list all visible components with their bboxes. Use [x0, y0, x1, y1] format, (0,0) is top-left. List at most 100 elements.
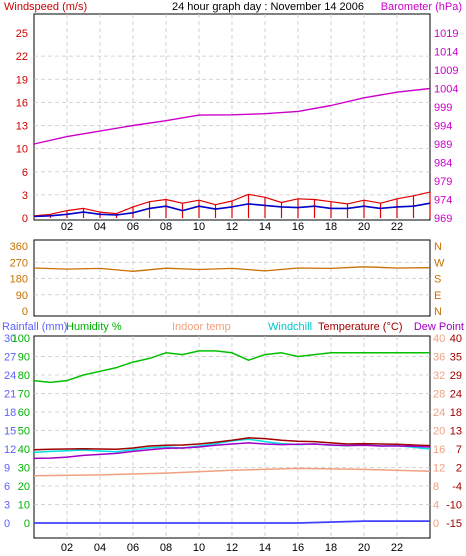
indoor-temp-tick-label: 12 [433, 463, 445, 475]
humidity-tick-label: 0 [24, 518, 30, 530]
humidity-tick-label: 40 [18, 444, 30, 456]
rainfall-tick-label: 6 [4, 481, 10, 493]
temperature-tick-label: -15 [446, 518, 462, 530]
windspeed-tick-label: 3 [22, 190, 28, 202]
indoor-temp-tick-label: 0 [433, 518, 439, 530]
x-tick-label: 16 [292, 221, 304, 233]
wind-panel-title: 24 hour graph day : November 14 2006 [172, 1, 364, 13]
indoor-temp-tick-label: 8 [433, 481, 439, 493]
humidity-tick-label: 100 [12, 333, 30, 345]
x-tick-label: 06 [127, 542, 139, 554]
windspeed-tick-label: 10 [16, 144, 28, 156]
direction-degree-label: 270 [10, 257, 28, 269]
humidity-tick-label: 10 [18, 500, 30, 512]
temperature-tick-label: -4 [452, 481, 462, 493]
humidity-tick-label: 70 [18, 389, 30, 401]
x-tick-label: 14 [259, 221, 271, 233]
indoor-temp-tick-label: 16 [433, 444, 445, 456]
humidity-tick-label: 30 [18, 463, 30, 475]
x-tick-label: 02 [61, 221, 73, 233]
barometer-axis-label: Barometer (hPa) [381, 1, 462, 13]
barometer-tick-label: 1019 [434, 28, 458, 40]
temperature-tick-label: 24 [450, 389, 462, 401]
x-tick-label: 10 [193, 221, 205, 233]
x-tick-label: 12 [226, 542, 238, 554]
direction-compass-label: S [434, 274, 441, 286]
x-tick-label: 18 [325, 542, 337, 554]
x-tick-label: 20 [358, 221, 370, 233]
humidity-tick-label: 90 [18, 352, 30, 364]
dew-point-label: Dew Point [414, 321, 464, 333]
temperature-tick-label: -10 [446, 500, 462, 512]
indoor-temp-line [33, 467, 431, 477]
windspeed-tick-label: 16 [16, 97, 28, 109]
humidity-axis-label: Humidity % [66, 321, 122, 333]
indoor-temp-label: Indoor temp [172, 321, 231, 333]
direction-degree-label: 180 [10, 274, 28, 286]
indoor-temp-tick-label: 36 [433, 352, 445, 364]
barometer-tick-label: 1009 [434, 65, 458, 77]
x-tick-label: 22 [391, 542, 403, 554]
rainfall-tick-label: 15 [4, 426, 16, 438]
dew-point-line [33, 442, 431, 460]
direction-degree-label: 0 [22, 306, 28, 318]
temperature-tick-label: 18 [450, 407, 462, 419]
barometer-line [33, 87, 431, 145]
x-tick-label: 16 [292, 542, 304, 554]
barometer-tick-label: 1014 [434, 47, 458, 59]
barometer-tick-label: 994 [434, 121, 452, 133]
indoor-temp-tick-label: 20 [433, 426, 445, 438]
temperature-tick-label: 2 [456, 463, 462, 475]
direction-compass-label: N [434, 241, 442, 253]
windspeed-average-line [33, 202, 431, 218]
windspeed-tick-label: 19 [16, 74, 28, 86]
rainfall-tick-label: 24 [4, 370, 16, 382]
x-tick-label: 12 [226, 221, 238, 233]
humidity-tick-label: 80 [18, 370, 30, 382]
x-tick-label: 08 [160, 221, 172, 233]
barometer-tick-label: 1004 [434, 84, 458, 96]
temperature-tick-label: 29 [450, 370, 462, 382]
x-tick-label: 14 [259, 542, 271, 554]
windspeed-axis-label: Windspeed (m/s) [4, 1, 87, 13]
rainfall-tick-label: 18 [4, 407, 16, 419]
x-tick-label: 06 [127, 221, 139, 233]
indoor-temp-tick-label: 40 [433, 333, 445, 345]
temperature-tick-label: 13 [450, 426, 462, 438]
temperature-tick-label: 40 [450, 333, 462, 345]
direction-degree-label: 360 [10, 241, 28, 253]
rainfall-line [34, 520, 430, 524]
humidity-line [33, 350, 430, 384]
indoor-temp-tick-label: 32 [433, 370, 445, 382]
x-tick-label: 18 [325, 221, 337, 233]
rainfall-axis-label: Rainfall (mm) [2, 321, 67, 333]
barometer-tick-label: 999 [434, 102, 452, 114]
barometer-tick-label: 969 [434, 213, 452, 225]
direction-compass-label: E [434, 290, 441, 302]
windspeed-tick-label: 13 [16, 121, 28, 133]
direction-degree-label: 90 [16, 290, 28, 302]
indoor-temp-tick-label: 24 [433, 407, 445, 419]
wind-direction-line [33, 266, 431, 272]
windchill-label: Windchill [268, 321, 312, 333]
rainfall-tick-label: 9 [4, 463, 10, 475]
windspeed-line [33, 191, 431, 217]
direction-compass-label: W [434, 257, 445, 269]
rainfall-tick-label: 3 [4, 500, 10, 512]
rainfall-tick-label: 27 [4, 352, 16, 364]
indoor-temp-tick-label: 4 [433, 500, 439, 512]
x-tick-label: 08 [160, 542, 172, 554]
barometer-tick-label: 979 [434, 176, 452, 188]
temperature-tick-label: 7 [456, 444, 462, 456]
rainfall-tick-label: 12 [4, 444, 16, 456]
barometer-tick-label: 984 [434, 158, 452, 170]
windspeed-tick-label: 6 [22, 167, 28, 179]
windspeed-tick-label: 25 [16, 28, 28, 40]
indoor-temp-tick-label: 28 [433, 389, 445, 401]
windspeed-tick-label: 0 [22, 213, 28, 225]
rainfall-tick-label: 0 [4, 518, 10, 530]
rainfall-tick-label: 30 [4, 333, 16, 345]
x-tick-label: 02 [61, 542, 73, 554]
x-tick-label: 20 [358, 542, 370, 554]
